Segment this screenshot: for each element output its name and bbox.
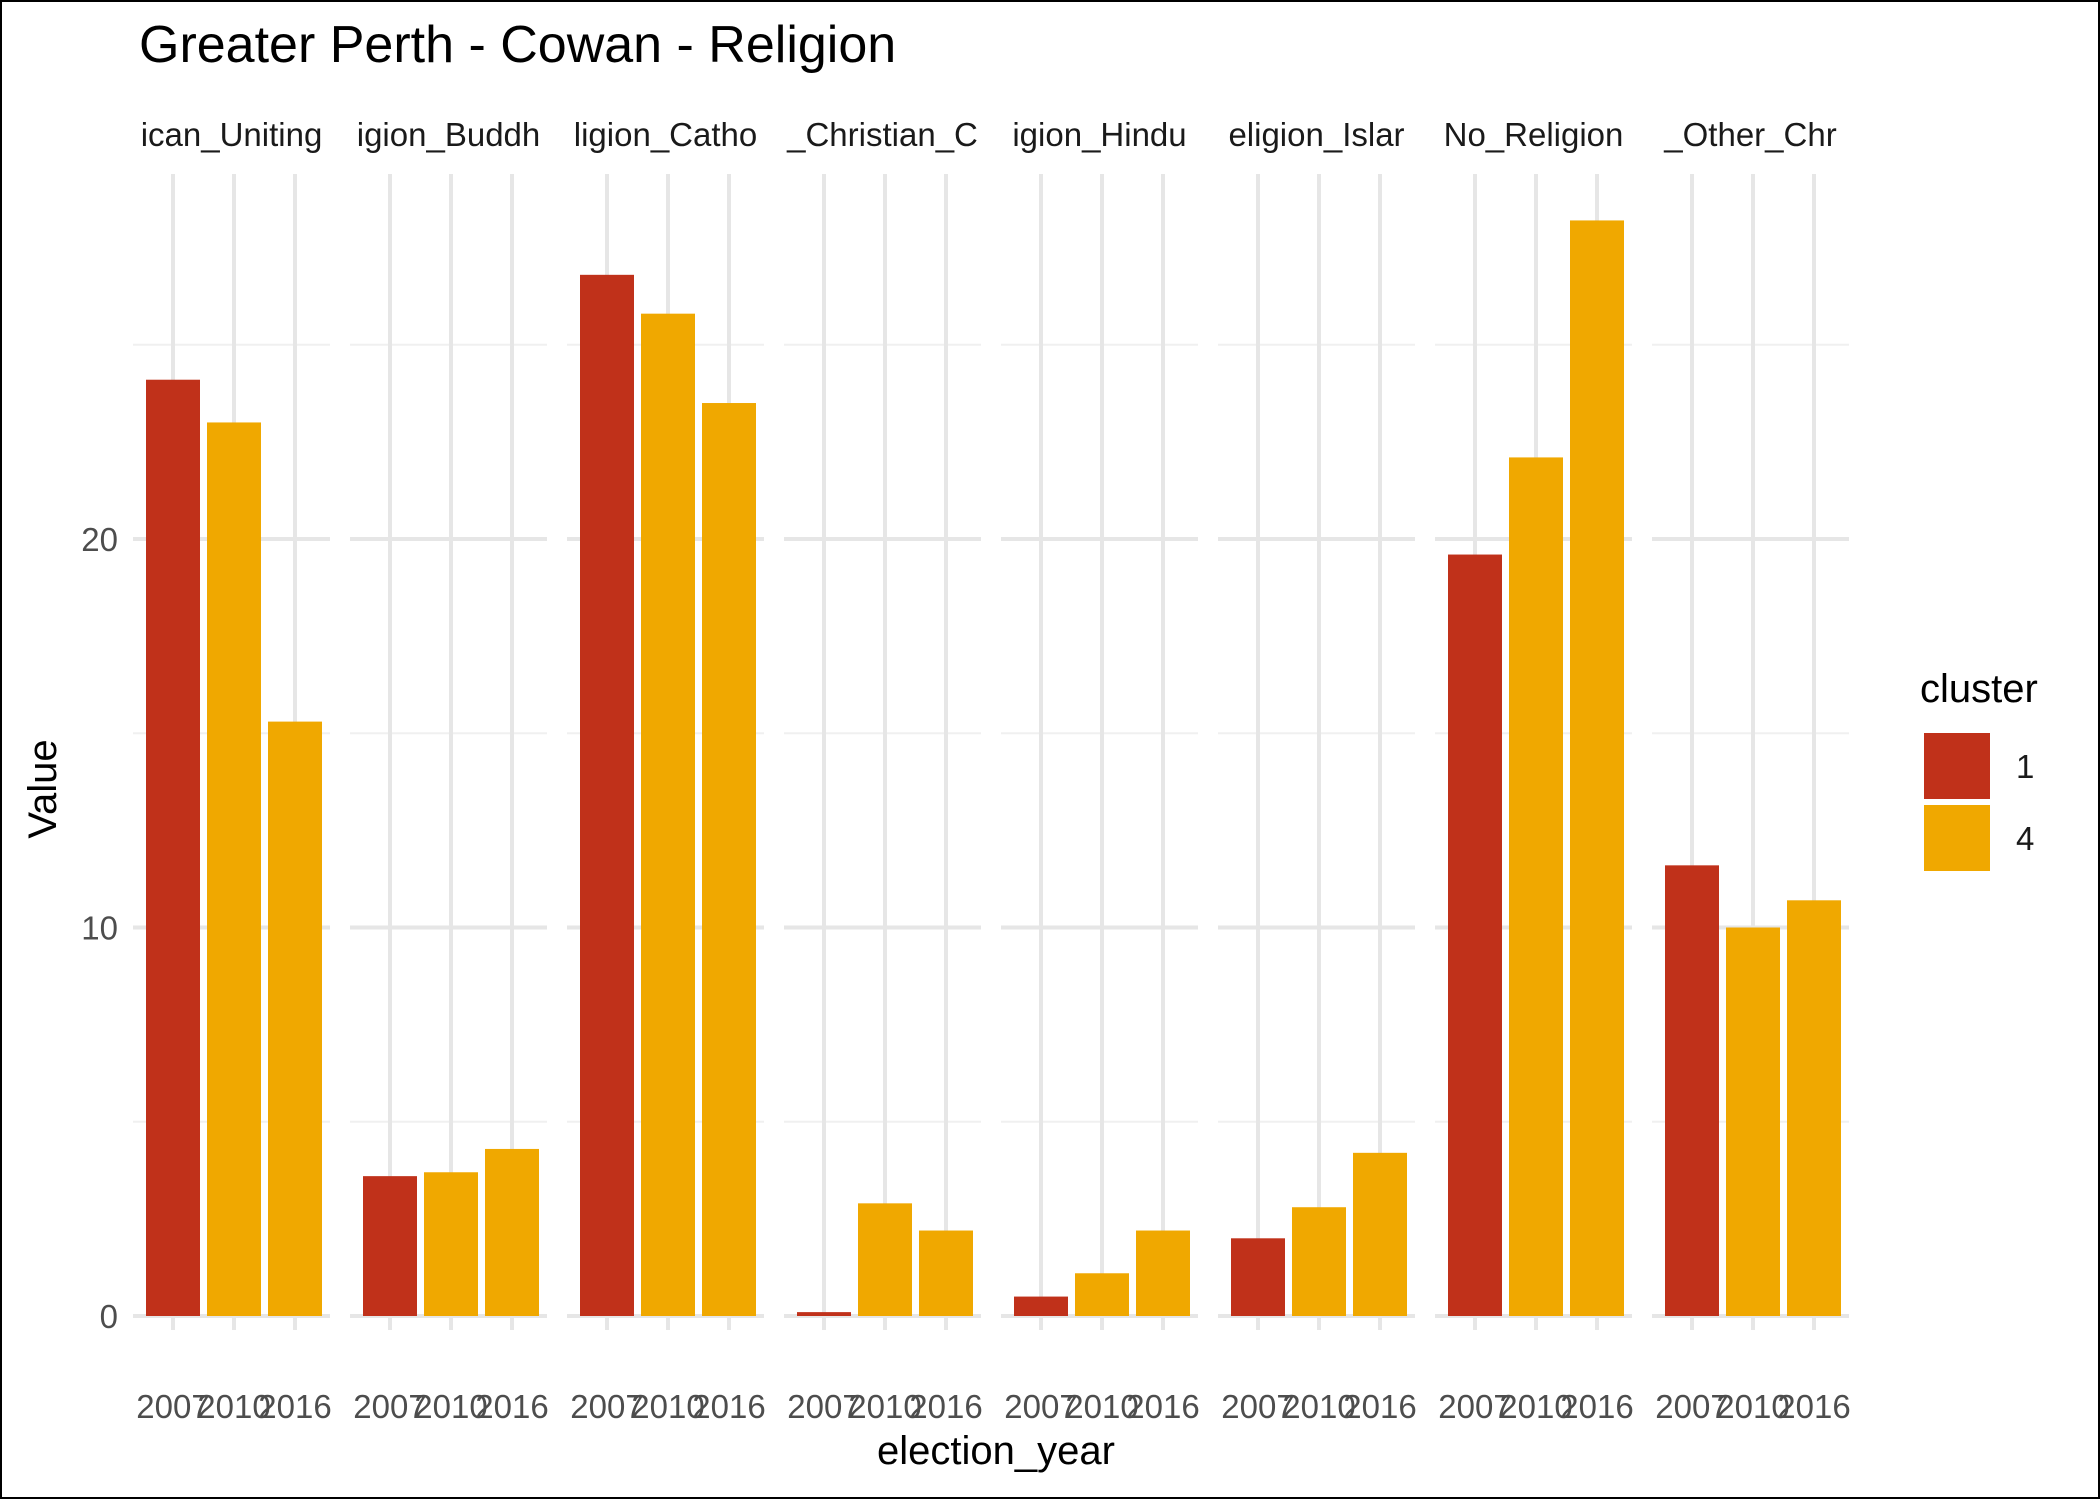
bar bbox=[1136, 1230, 1190, 1316]
x-tick-label: 2010 bbox=[1499, 1388, 1572, 1425]
legend: cluster 14 bbox=[1920, 667, 2038, 871]
legend-title: cluster bbox=[1920, 667, 2038, 711]
x-tick-label: 2007 bbox=[787, 1388, 860, 1425]
facet-label: igion_Hindu bbox=[1012, 116, 1186, 153]
x-tick-label: 2007 bbox=[1655, 1388, 1728, 1425]
x-axis-title: election_year bbox=[877, 1429, 1115, 1473]
bar bbox=[580, 274, 634, 1316]
facet-label: _Christian_C bbox=[786, 116, 978, 153]
bar bbox=[919, 1230, 973, 1316]
bar bbox=[1726, 927, 1780, 1316]
x-tick-label: 2016 bbox=[1560, 1388, 1633, 1425]
y-tick-label: 0 bbox=[100, 1298, 118, 1335]
bar bbox=[797, 1312, 851, 1316]
x-tick-label: 2016 bbox=[1126, 1388, 1199, 1425]
bar bbox=[485, 1148, 539, 1316]
bar bbox=[1570, 220, 1624, 1317]
bar bbox=[1448, 554, 1502, 1316]
facet-label: igion_Buddh bbox=[357, 116, 541, 153]
x-tick-label: 2010 bbox=[1065, 1388, 1138, 1425]
facet-label: _Other_Chr bbox=[1663, 116, 1836, 153]
x-tick-label: 2007 bbox=[136, 1388, 209, 1425]
facet-label: ican_Uniting bbox=[141, 116, 323, 153]
x-tick-label: 2010 bbox=[848, 1388, 921, 1425]
x-tick-label: 2010 bbox=[197, 1388, 270, 1425]
bar bbox=[207, 422, 261, 1316]
bar bbox=[146, 379, 200, 1317]
bar bbox=[268, 721, 322, 1316]
x-tick-label: 2007 bbox=[1438, 1388, 1511, 1425]
bar bbox=[1231, 1238, 1285, 1316]
facet-panels: ican_Uniting200720102016igion_Buddh20072… bbox=[133, 116, 1851, 1425]
bar bbox=[1292, 1207, 1346, 1316]
bar bbox=[424, 1172, 478, 1316]
bar bbox=[1665, 865, 1719, 1316]
x-tick-label: 2016 bbox=[692, 1388, 765, 1425]
x-tick-label: 2007 bbox=[570, 1388, 643, 1425]
legend-label: 1 bbox=[2016, 748, 2034, 785]
x-tick-label: 2016 bbox=[1343, 1388, 1416, 1425]
legend-label: 4 bbox=[2016, 820, 2034, 857]
x-tick-label: 2016 bbox=[1777, 1388, 1850, 1425]
legend-key bbox=[1924, 805, 1990, 871]
facet-label: No_Religion bbox=[1444, 116, 1624, 153]
bar bbox=[1014, 1296, 1068, 1316]
x-tick-label: 2007 bbox=[353, 1388, 426, 1425]
x-tick-label: 2016 bbox=[258, 1388, 331, 1425]
bar bbox=[702, 403, 756, 1316]
bar bbox=[1509, 457, 1563, 1316]
bar bbox=[1787, 900, 1841, 1316]
bar bbox=[363, 1176, 417, 1316]
chart-title: Greater Perth - Cowan - Religion bbox=[139, 16, 896, 74]
x-tick-label: 2007 bbox=[1004, 1388, 1077, 1425]
y-tick-label: 10 bbox=[81, 910, 118, 947]
legend-key bbox=[1924, 733, 1990, 799]
y-axis: 0 10 20 bbox=[81, 521, 118, 1335]
y-axis-title: Value bbox=[21, 739, 65, 838]
y-tick-label: 20 bbox=[81, 521, 118, 558]
legend-items: 14 bbox=[1924, 733, 2034, 871]
bar bbox=[858, 1203, 912, 1316]
facet-label: eligion_Islar bbox=[1228, 116, 1404, 153]
x-tick-label: 2010 bbox=[1716, 1388, 1789, 1425]
bar bbox=[641, 313, 695, 1316]
x-tick-label: 2010 bbox=[414, 1388, 487, 1425]
x-tick-label: 2007 bbox=[1221, 1388, 1294, 1425]
bar bbox=[1075, 1273, 1129, 1316]
x-tick-label: 2016 bbox=[909, 1388, 982, 1425]
facet-label: ligion_Catho bbox=[574, 116, 757, 153]
x-tick-label: 2016 bbox=[475, 1388, 548, 1425]
x-tick-label: 2010 bbox=[631, 1388, 704, 1425]
bar bbox=[1353, 1152, 1407, 1316]
x-tick-label: 2010 bbox=[1282, 1388, 1355, 1425]
